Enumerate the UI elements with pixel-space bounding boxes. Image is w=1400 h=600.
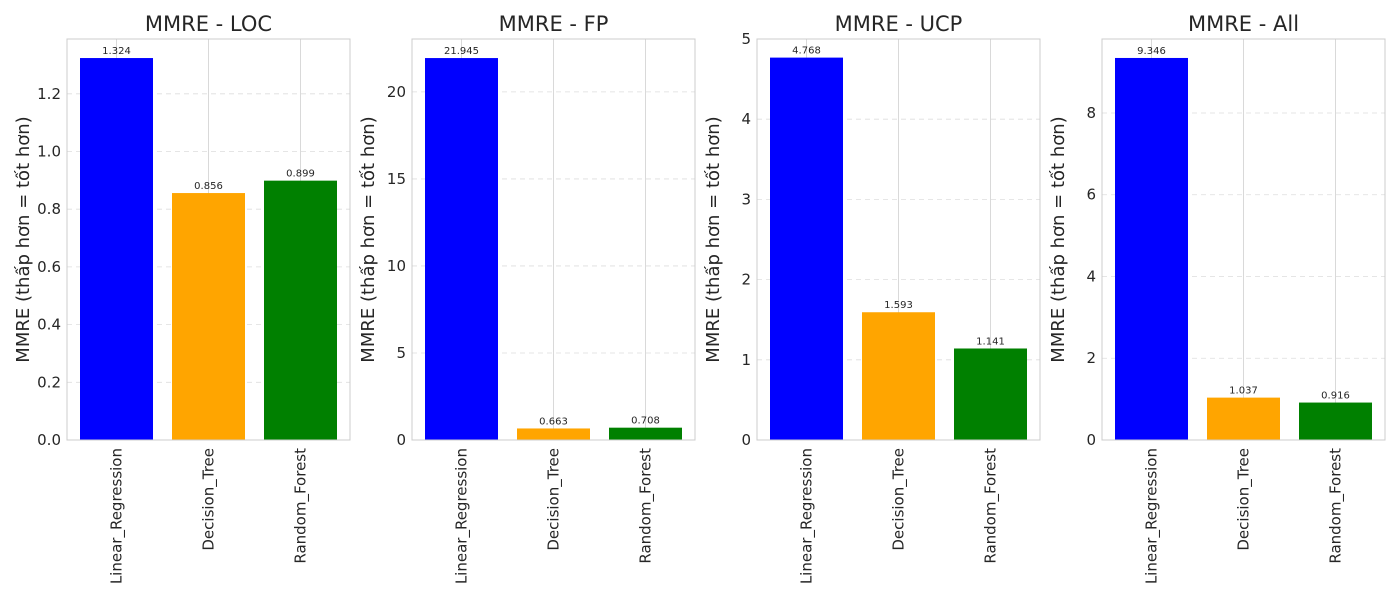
y-tick-label: 0 (741, 431, 751, 449)
x-tick-label: Random_Forest (1327, 448, 1346, 564)
data-label: 1.593 (884, 300, 913, 311)
bar (609, 427, 682, 440)
x-tick-label: Decision_Tree (545, 448, 564, 551)
y-tick-label: 10 (387, 257, 406, 275)
data-label: 1.037 (1229, 386, 1258, 397)
chart-panel: 9.346 1.037 0.916 0 2 4 6 8 Linear_Regression Dec… (1048, 12, 1386, 584)
plot-frame (1101, 38, 1386, 441)
x-tick-label: Linear_Regression (1143, 448, 1162, 584)
y-tick-label: 4 (1086, 267, 1096, 285)
x-tick-label: Linear_Regression (798, 448, 817, 584)
y-tick-label: 3 (741, 190, 751, 208)
bar (1299, 402, 1372, 440)
plot-frame (756, 38, 1041, 441)
bar (862, 312, 935, 440)
y-tick-label: 0.2 (37, 373, 61, 391)
data-label: 1.324 (102, 46, 131, 57)
bar (1115, 57, 1188, 441)
data-label: 4.768 (792, 46, 821, 57)
x-tick-label: Decision_Tree (890, 448, 909, 551)
chart-panel: 21.945 0.663 0.708 0 5 10 15 20 Linear_Regressio… (358, 12, 696, 584)
y-tick-label: 1.2 (37, 85, 61, 103)
y-tick-label: 4 (741, 110, 751, 128)
y-tick-label: 15 (387, 170, 406, 188)
chart-panel: 1.324 0.856 0.899 0.0 0.2 0.4 0.6 0.8 1.0 1.2 Line… (13, 12, 351, 584)
chart-title: MMRE - UCP (835, 12, 963, 36)
x-tick-label: Linear_Regression (453, 448, 472, 584)
y-tick-label: 0.4 (37, 316, 61, 334)
x-tick-label: Random_Forest (292, 448, 311, 564)
x-tick-label: Random_Forest (982, 448, 1001, 564)
data-label: 0.856 (194, 181, 223, 192)
bar (172, 193, 245, 440)
y-tick-label: 1.0 (37, 143, 61, 161)
data-label: 9.346 (1137, 46, 1166, 57)
x-tick-label: Decision_Tree (1235, 448, 1254, 551)
chart-title: MMRE - LOC (145, 12, 272, 36)
y-axis-label: MMRE (thấp hơn = tốt hơn) (1048, 116, 1069, 362)
data-label: 0.899 (286, 169, 315, 180)
plot-frame (66, 38, 351, 441)
data-label: 21.945 (444, 46, 479, 57)
bar (1207, 397, 1280, 440)
bar (954, 348, 1027, 440)
y-tick-label: 6 (1086, 186, 1096, 204)
y-tick-label: 2 (1086, 349, 1096, 367)
bar (425, 58, 498, 440)
y-tick-label: 0.0 (37, 431, 61, 449)
y-tick-label: 0 (1086, 431, 1096, 449)
y-axis-label: MMRE (thấp hơn = tốt hơn) (358, 116, 379, 362)
y-tick-label: 0 (396, 431, 406, 449)
x-tick-label: Random_Forest (637, 448, 656, 564)
y-tick-label: 1 (741, 351, 751, 369)
y-tick-label: 20 (387, 83, 406, 101)
x-tick-label: Decision_Tree (200, 448, 219, 551)
y-tick-label: 0.6 (37, 258, 61, 276)
x-tick-label: Linear_Regression (108, 448, 127, 584)
y-tick-label: 5 (396, 344, 406, 362)
y-tick-label: 8 (1086, 104, 1096, 122)
chart-title: MMRE - FP (499, 12, 609, 36)
data-label: 1.141 (976, 336, 1005, 347)
plot-frame (411, 38, 696, 441)
bar (80, 58, 153, 441)
y-tick-label: 5 (741, 30, 751, 48)
bar (770, 57, 843, 441)
bar (517, 428, 590, 440)
chart-panel: 4.768 1.593 1.141 0 1 2 3 4 5 Linear_Regression De… (703, 12, 1041, 584)
y-tick-label: 0.8 (37, 200, 61, 218)
y-axis-label: MMRE (thấp hơn = tốt hơn) (13, 116, 34, 362)
data-label: 0.708 (631, 416, 660, 427)
data-label: 0.663 (539, 416, 568, 427)
chart-title: MMRE - All (1188, 12, 1299, 36)
y-tick-label: 2 (741, 271, 751, 289)
y-axis-label: MMRE (thấp hơn = tốt hơn) (703, 116, 724, 362)
data-label: 0.916 (1321, 391, 1350, 402)
bar (264, 180, 337, 441)
